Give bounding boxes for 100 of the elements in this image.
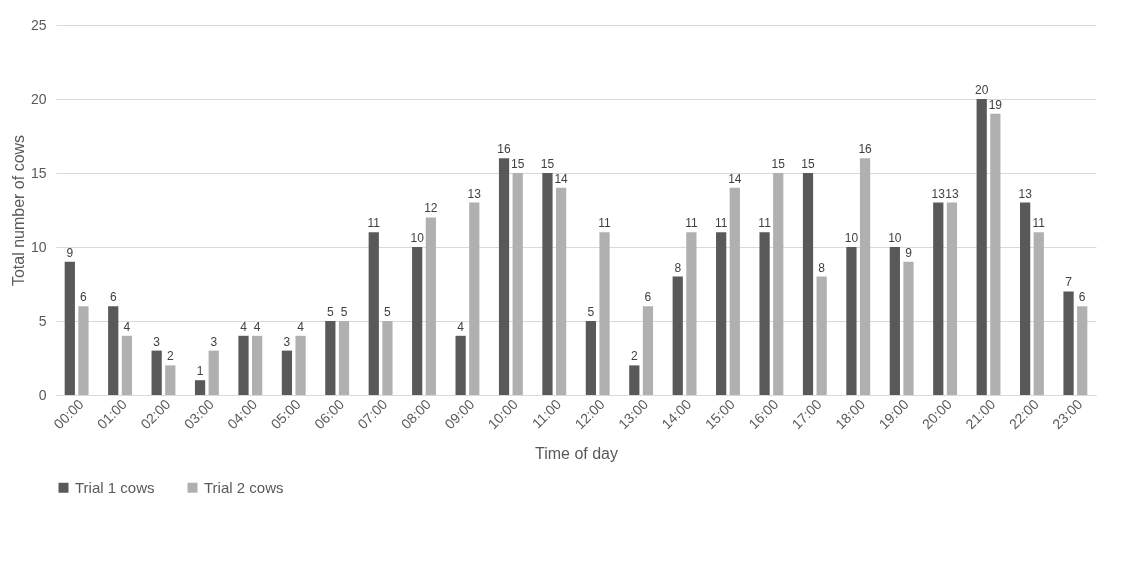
data-label: 6 xyxy=(109,290,117,305)
y-tick-label: 10 xyxy=(30,238,47,255)
bar xyxy=(338,321,350,395)
data-label: 11 xyxy=(1032,216,1046,231)
bar xyxy=(816,276,827,395)
bar xyxy=(976,99,987,395)
data-label: 2 xyxy=(630,349,638,364)
data-label: 14 xyxy=(554,171,569,186)
bar xyxy=(846,247,857,395)
bar xyxy=(121,335,132,395)
bar xyxy=(368,232,379,395)
data-label: 6 xyxy=(1078,290,1086,305)
data-label: 20 xyxy=(975,83,989,97)
data-label: 5 xyxy=(340,305,348,319)
bar xyxy=(903,261,914,395)
x-axis-title: Time of day xyxy=(535,445,618,463)
data-label: 13 xyxy=(931,186,946,201)
bar xyxy=(716,232,727,395)
bar xyxy=(672,276,683,395)
y-tick-label: 5 xyxy=(38,312,47,329)
bar xyxy=(295,335,306,395)
data-label: 13 xyxy=(1018,186,1033,201)
data-label: 4 xyxy=(457,319,465,334)
data-label: 5 xyxy=(587,305,595,319)
data-label: 10 xyxy=(888,231,902,245)
data-label: 7 xyxy=(1065,275,1073,290)
bar xyxy=(165,365,176,395)
bar xyxy=(512,173,523,395)
data-label: 8 xyxy=(818,260,826,275)
data-label: 11 xyxy=(714,216,728,231)
bar xyxy=(946,202,958,395)
bar xyxy=(238,335,249,395)
bar xyxy=(1020,202,1031,395)
bar xyxy=(194,380,206,395)
bar xyxy=(599,232,610,395)
bar xyxy=(802,173,814,395)
data-label: 5 xyxy=(327,305,334,319)
bar xyxy=(325,321,336,395)
bar xyxy=(498,158,510,395)
bar xyxy=(1033,232,1044,395)
data-label: 3 xyxy=(210,334,218,349)
bar xyxy=(773,173,784,395)
data-label: 5 xyxy=(384,305,392,319)
bar xyxy=(555,187,567,395)
bar xyxy=(859,158,871,395)
data-label: 2 xyxy=(166,349,174,364)
bar xyxy=(759,232,770,395)
data-label: 10 xyxy=(844,231,859,245)
data-label: 9 xyxy=(905,245,913,260)
data-label: 11 xyxy=(598,216,612,231)
data-label: 16 xyxy=(858,142,873,157)
data-label: 14 xyxy=(728,171,742,186)
y-tick-label: 25 xyxy=(30,16,47,33)
bar xyxy=(151,350,162,395)
y-axis-title: Total number of cows xyxy=(9,134,27,287)
data-label: 10 xyxy=(410,231,425,245)
bar xyxy=(889,247,900,395)
bar xyxy=(469,202,480,395)
bar xyxy=(252,335,263,395)
data-label: 4 xyxy=(297,319,305,334)
bar xyxy=(108,306,119,395)
bar xyxy=(629,365,640,395)
data-label: 16 xyxy=(497,142,512,157)
data-label: 6 xyxy=(80,290,88,305)
bar xyxy=(585,321,597,395)
y-tick-label: 0 xyxy=(38,386,47,403)
bar xyxy=(686,232,697,395)
bar xyxy=(382,321,393,395)
bar xyxy=(455,335,466,395)
bar xyxy=(1077,306,1088,395)
data-label: 11 xyxy=(685,216,698,231)
bar xyxy=(64,261,75,395)
y-tick-label: 20 xyxy=(30,90,47,107)
data-label: 4 xyxy=(253,319,261,334)
bar xyxy=(1063,291,1074,395)
bar xyxy=(729,187,740,395)
bar xyxy=(933,202,944,395)
data-label: 13 xyxy=(945,186,959,201)
data-label: 12 xyxy=(424,201,438,216)
y-tick-label: 15 xyxy=(30,164,47,181)
legend-label: Trial 1 cows xyxy=(75,478,155,496)
data-label: 3 xyxy=(153,334,161,349)
data-label: 6 xyxy=(644,290,652,305)
bar xyxy=(412,247,423,395)
bar xyxy=(642,306,654,395)
bar xyxy=(425,217,436,395)
data-label: 4 xyxy=(240,319,248,334)
data-label: 15 xyxy=(771,157,786,171)
bar xyxy=(990,113,1001,395)
data-label: 11 xyxy=(758,216,772,231)
data-label: 15 xyxy=(540,157,555,171)
data-label: 9 xyxy=(66,245,74,260)
bar xyxy=(208,350,219,395)
data-label: 4 xyxy=(123,319,131,334)
bar xyxy=(542,173,553,395)
data-label: 1 xyxy=(196,364,204,379)
legend-label: Trial 2 cows xyxy=(204,478,284,496)
bar xyxy=(78,306,89,395)
bar xyxy=(281,350,293,395)
data-label: 15 xyxy=(511,157,525,171)
